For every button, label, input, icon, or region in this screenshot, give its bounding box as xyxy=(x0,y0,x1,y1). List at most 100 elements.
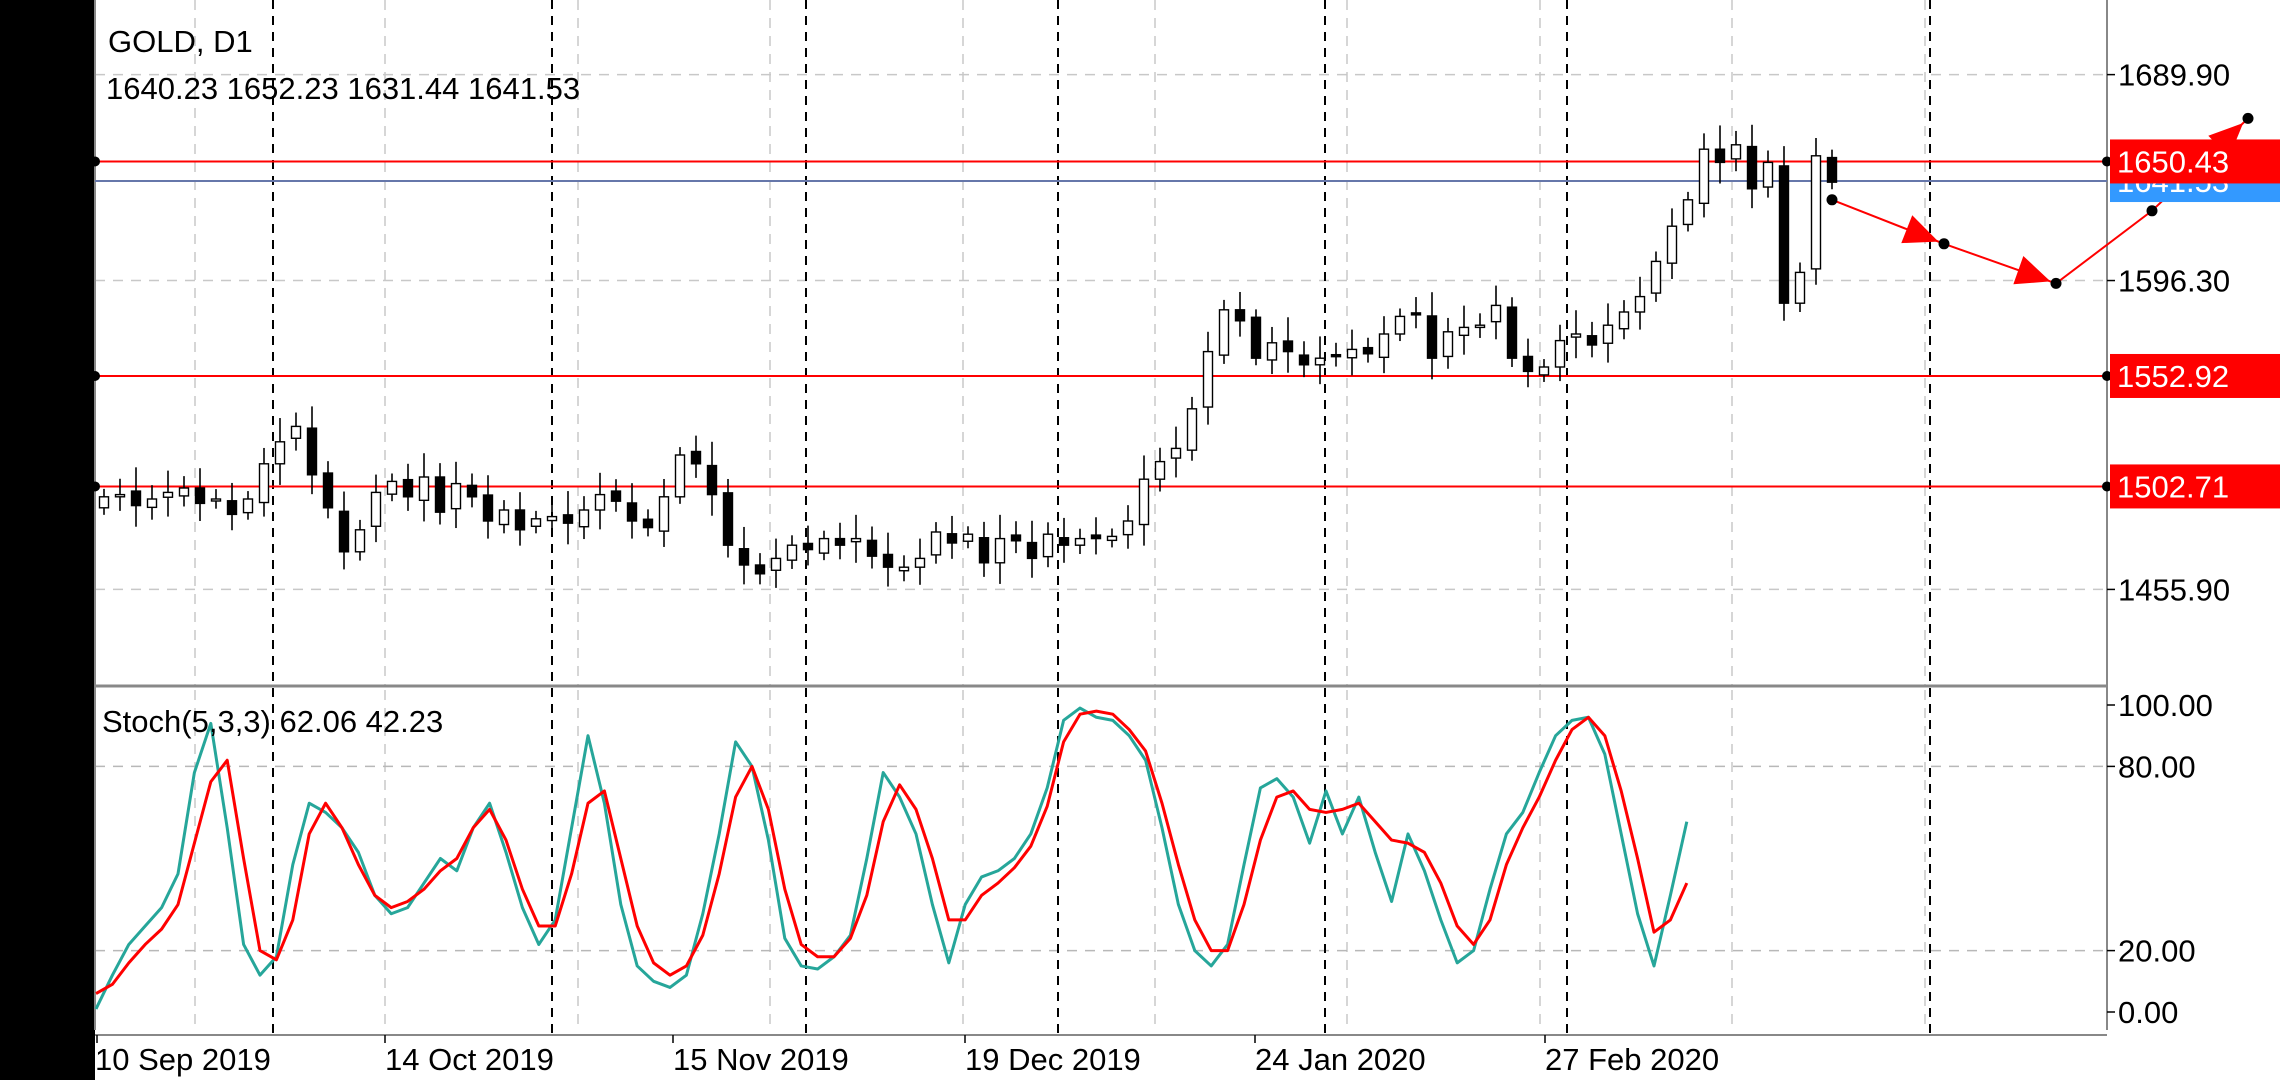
left-bezel xyxy=(0,0,95,1080)
candle-bear xyxy=(706,464,718,496)
candle-bear xyxy=(1026,541,1038,560)
candle-bull xyxy=(1154,460,1166,480)
candle-bear xyxy=(642,518,654,529)
candle-bear xyxy=(1090,534,1102,540)
candle-bear xyxy=(802,542,814,551)
time-axis: 10 Sep 2019 14 Oct 2019 15 Nov 2019 19 Dec … xyxy=(95,1034,2107,1077)
level-anchor-dot[interactable] xyxy=(2102,156,2112,167)
stochastic-series xyxy=(94,706,1689,1010)
candle-bull xyxy=(1074,537,1086,546)
candle-bear xyxy=(306,427,318,476)
candle-bear xyxy=(1298,354,1310,366)
level-anchor-dot[interactable] xyxy=(90,370,100,381)
candle-bear xyxy=(1506,306,1518,359)
candle-bear xyxy=(1250,316,1262,359)
candle-bull xyxy=(1474,324,1486,329)
level-anchor-dot[interactable] xyxy=(90,156,100,167)
time-tick-label: 14 Oct 2019 xyxy=(385,1042,554,1077)
candle-bull xyxy=(1394,315,1406,335)
level-anchor-dot[interactable] xyxy=(2102,370,2112,381)
level-anchor-dot[interactable] xyxy=(90,481,100,492)
candle-bull xyxy=(818,537,830,554)
candle-bear xyxy=(1426,315,1438,359)
candle-bull xyxy=(530,518,542,527)
price-tick-label: 1455.90 xyxy=(2118,572,2230,607)
candle-bear xyxy=(514,509,526,531)
candle-bull xyxy=(1106,535,1118,542)
candle-bear xyxy=(1714,148,1726,164)
candle-bear xyxy=(482,494,494,522)
time-tick-label: 24 Jan 2020 xyxy=(1255,1042,1426,1077)
candle-bull xyxy=(1554,339,1566,368)
candle-bear xyxy=(1778,165,1790,304)
level-price-tag xyxy=(2110,353,2280,398)
candle-bear xyxy=(610,490,622,502)
candle-bull xyxy=(1490,304,1502,323)
annotation-node[interactable] xyxy=(1826,194,1838,206)
candle-bull xyxy=(850,537,862,543)
candle-bull xyxy=(114,493,126,498)
candle-bull xyxy=(242,498,254,514)
candle-bull xyxy=(1762,161,1774,188)
candle-bull xyxy=(146,498,158,509)
candle-bull xyxy=(1042,533,1054,558)
candle-bull xyxy=(546,515,558,522)
candle-bull xyxy=(1730,144,1742,160)
candle-bull xyxy=(962,533,974,542)
candle-bear xyxy=(834,537,846,546)
candle-bull xyxy=(258,463,270,504)
candle-bear xyxy=(882,553,894,568)
candle-bear xyxy=(690,450,702,465)
level-price-tag xyxy=(2110,139,2280,184)
candle-bear xyxy=(1010,534,1022,542)
candle-bear xyxy=(754,564,766,575)
stochastic-signal-line xyxy=(95,709,1689,995)
chart-title: GOLD, D1 xyxy=(108,24,253,59)
level-price-tag-label: 1502.71 xyxy=(2117,469,2229,504)
candle-bear xyxy=(130,490,142,507)
annotation-node[interactable] xyxy=(2146,205,2158,217)
candle-bull xyxy=(162,491,174,498)
candle-bull xyxy=(1570,333,1582,338)
candle-bull xyxy=(418,476,430,502)
candle-bull xyxy=(274,441,286,465)
annotation-node[interactable] xyxy=(2050,277,2062,289)
candle-bull xyxy=(1602,324,1614,344)
candle-bear xyxy=(866,539,878,557)
candle-bull xyxy=(1138,478,1150,526)
time-tick-label: 15 Nov 2019 xyxy=(673,1042,849,1077)
annotation-node[interactable] xyxy=(2242,112,2254,124)
candle-bull xyxy=(1122,520,1134,536)
candle-bull xyxy=(658,496,670,532)
candle-bull xyxy=(1314,357,1326,366)
candle-bull xyxy=(1618,311,1630,330)
candle-bull xyxy=(1202,350,1214,408)
price-axis: 1689.90 1596.30 1455.90 xyxy=(2107,58,2230,607)
candle-bull xyxy=(178,487,190,497)
price-tick-label: 1689.90 xyxy=(2118,58,2230,93)
candle-bear xyxy=(1362,346,1374,355)
candle-bear xyxy=(738,548,750,566)
candle-bull xyxy=(1538,366,1550,376)
candle-bull xyxy=(1170,447,1182,459)
candle-bull xyxy=(786,544,798,561)
candle-bull xyxy=(210,498,222,502)
candle-bull xyxy=(1698,148,1710,205)
candle-bear xyxy=(1522,355,1534,373)
candle-bear xyxy=(1234,309,1246,322)
candle-bear xyxy=(1586,335,1598,346)
level-anchor-dot[interactable] xyxy=(2102,481,2112,492)
stochastic-title: Stoch(5,3,3) 62.06 42.23 xyxy=(102,704,443,739)
ohlc-readout: 1640.23 1652.23 1631.44 1641.53 xyxy=(106,71,580,106)
annotation-arrow[interactable] xyxy=(1901,215,1939,244)
candlestick-series xyxy=(98,124,1838,588)
annotation-arrow[interactable] xyxy=(2013,255,2051,285)
candle-bull xyxy=(1346,348,1358,359)
candle-bear xyxy=(1282,340,1294,353)
candle-bull xyxy=(930,531,942,556)
candle-bear xyxy=(434,476,446,513)
candle-bull xyxy=(994,537,1006,564)
annotation-node[interactable] xyxy=(1938,238,1950,250)
